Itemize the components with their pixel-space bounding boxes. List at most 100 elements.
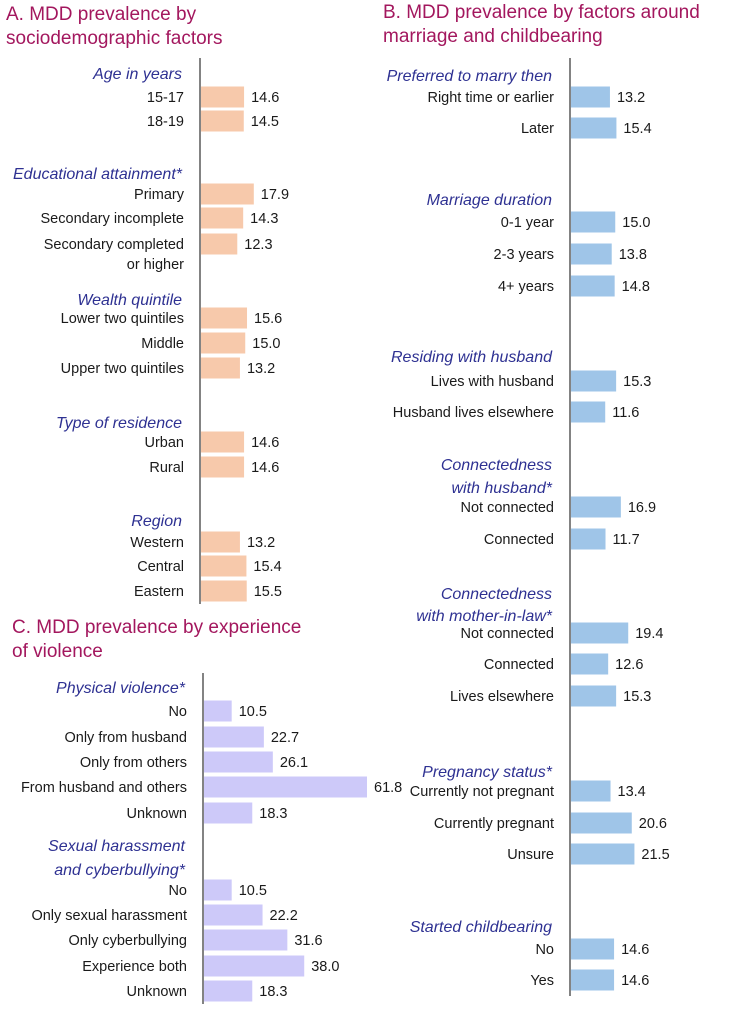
bar bbox=[201, 233, 238, 255]
panel-a-title: A. MDD prevalence by bbox=[6, 4, 197, 25]
bar bbox=[571, 653, 609, 675]
value-label: 11.6 bbox=[612, 405, 639, 421]
category-label: Only cyberbullying bbox=[69, 933, 187, 949]
bar bbox=[571, 969, 615, 991]
value-label: 11.7 bbox=[613, 532, 640, 548]
group-title: Physical violence* bbox=[56, 680, 186, 697]
category-label: Yes bbox=[530, 973, 554, 989]
category-label: 18-19 bbox=[147, 114, 184, 130]
value-label: 10.5 bbox=[239, 883, 267, 899]
value-label: 15.3 bbox=[623, 374, 651, 390]
value-label: 15.5 bbox=[254, 584, 282, 600]
category-label: Unknown bbox=[127, 984, 187, 1000]
category-label: Eastern bbox=[134, 584, 184, 600]
value-label: 14.5 bbox=[251, 114, 279, 130]
category-label: Central bbox=[137, 559, 184, 575]
bar bbox=[571, 622, 629, 644]
panel-b-title: marriage and childbearing bbox=[383, 26, 603, 47]
group-title: Residing with husband bbox=[391, 349, 553, 366]
bar bbox=[201, 207, 244, 229]
group-title: and cyberbullying* bbox=[54, 862, 186, 879]
group-title: Educational attainment* bbox=[13, 166, 183, 183]
bar bbox=[204, 879, 232, 901]
bar bbox=[571, 401, 606, 423]
category-label: Currently not pregnant bbox=[410, 784, 554, 800]
value-label: 15.4 bbox=[253, 559, 281, 575]
bar bbox=[201, 110, 244, 132]
value-label: 14.6 bbox=[251, 435, 279, 451]
bar bbox=[571, 117, 617, 139]
category-label: Rural bbox=[149, 460, 184, 476]
category-label: No bbox=[168, 704, 187, 720]
category-label: Unknown bbox=[127, 806, 187, 822]
value-label: 13.2 bbox=[247, 535, 275, 551]
value-label: 13.2 bbox=[247, 361, 275, 377]
bar bbox=[571, 780, 611, 802]
category-label: 2-3 years bbox=[494, 247, 554, 263]
group-title: with mother-in-law* bbox=[416, 608, 553, 625]
category-label: From husband and others bbox=[21, 780, 187, 796]
panel-c: C. MDD prevalence by experience of violen… bbox=[12, 617, 402, 1004]
value-label: 12.6 bbox=[615, 657, 643, 673]
panel-a-title: sociodemographic factors bbox=[6, 28, 223, 49]
bar bbox=[201, 580, 247, 602]
bar bbox=[201, 555, 247, 577]
bar bbox=[204, 726, 264, 748]
bar bbox=[204, 904, 263, 926]
category-label: Not connected bbox=[460, 626, 554, 642]
group-title: with husband* bbox=[451, 480, 552, 497]
group-title: Type of residence bbox=[56, 415, 182, 432]
value-label: 19.4 bbox=[635, 626, 663, 642]
category-label: No bbox=[535, 942, 554, 958]
category-label: Lives elsewhere bbox=[450, 689, 554, 705]
value-label: 14.6 bbox=[621, 942, 649, 958]
category-label: Later bbox=[521, 121, 554, 137]
bar bbox=[571, 86, 610, 108]
bar bbox=[571, 812, 632, 834]
value-label: 15.6 bbox=[254, 311, 282, 327]
bar bbox=[201, 431, 245, 453]
value-label: 22.2 bbox=[270, 908, 298, 924]
category-label: Not connected bbox=[460, 500, 554, 516]
category-label: Urban bbox=[145, 435, 185, 451]
group-title: Region bbox=[131, 513, 182, 530]
bar bbox=[201, 307, 248, 329]
value-label: 13.4 bbox=[618, 784, 646, 800]
group-title: Started childbearing bbox=[410, 919, 552, 936]
value-label: 14.3 bbox=[250, 211, 278, 227]
bar bbox=[201, 357, 240, 379]
category-label: Western bbox=[130, 535, 184, 551]
value-label: 20.6 bbox=[639, 816, 667, 832]
category-label: Husband lives elsewhere bbox=[393, 405, 554, 421]
category-label: No bbox=[168, 883, 187, 899]
group-title: Preferred to marry then bbox=[387, 68, 553, 85]
value-label: 18.3 bbox=[259, 806, 287, 822]
bar bbox=[571, 685, 617, 707]
bar bbox=[204, 700, 232, 722]
category-label: Only from others bbox=[80, 755, 187, 771]
value-label: 61.8 bbox=[374, 780, 402, 796]
value-label: 14.6 bbox=[251, 460, 279, 476]
value-label: 13.2 bbox=[617, 90, 645, 106]
value-label: 14.6 bbox=[621, 973, 649, 989]
bar bbox=[201, 183, 254, 205]
bar bbox=[571, 528, 606, 550]
category-label: Connected bbox=[484, 657, 554, 673]
category-label: Only sexual harassment bbox=[31, 908, 187, 924]
value-label: 16.9 bbox=[628, 500, 656, 516]
group-title: Sexual harassment bbox=[48, 838, 186, 855]
bar bbox=[204, 955, 305, 977]
bar bbox=[571, 496, 621, 518]
category-label: Unsure bbox=[507, 847, 554, 863]
bar bbox=[571, 275, 615, 297]
value-label: 38.0 bbox=[311, 959, 339, 975]
panel-a: A. MDD prevalence by sociodemographic fac… bbox=[6, 4, 289, 604]
bar bbox=[204, 802, 253, 824]
panel-b-title: B. MDD prevalence by factors around bbox=[383, 2, 700, 23]
group-title: Pregnancy status* bbox=[422, 764, 553, 781]
value-label: 18.3 bbox=[259, 984, 287, 1000]
category-label: Only from husband bbox=[64, 730, 187, 746]
group-title: Connectedness bbox=[441, 586, 552, 603]
category-label: Currently pregnant bbox=[434, 816, 554, 832]
category-label: or higher bbox=[127, 257, 184, 273]
